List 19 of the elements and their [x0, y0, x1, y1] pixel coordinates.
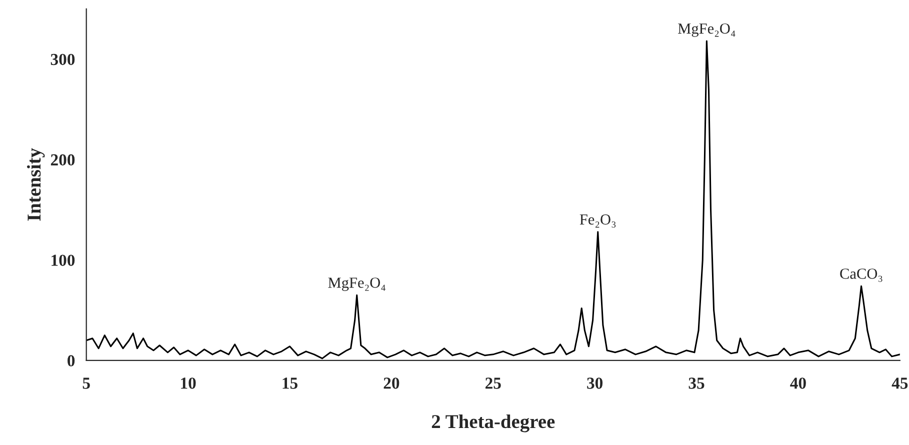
x-tick-label: 30: [587, 378, 603, 389]
x-tick-label: 35: [688, 378, 704, 389]
annotation: MgFe₂O₄: [678, 23, 736, 37]
x-tick-label: 40: [790, 378, 806, 389]
y-axis-title: Intensity: [27, 148, 45, 221]
x-tick-label: 45: [892, 378, 908, 389]
y-tick-label: 300: [50, 54, 75, 66]
annotation: CaCO₃: [840, 268, 882, 282]
y-tick-label: 0: [68, 355, 75, 366]
x-axis-title: 2 Theta-degree: [432, 414, 555, 432]
x-tick-label: 5: [82, 378, 90, 389]
x-tick-label: 15: [282, 378, 298, 389]
x-tick-label: 25: [486, 378, 501, 389]
annotation: MgFe₂O₄: [328, 278, 386, 291]
x-tick-label: 20: [384, 378, 400, 389]
y-tick-label: 100: [52, 254, 75, 266]
annotation: Fe₂O₃: [580, 214, 616, 228]
y-tick-label: 200: [50, 154, 75, 166]
x-tick-label: 10: [181, 378, 196, 389]
